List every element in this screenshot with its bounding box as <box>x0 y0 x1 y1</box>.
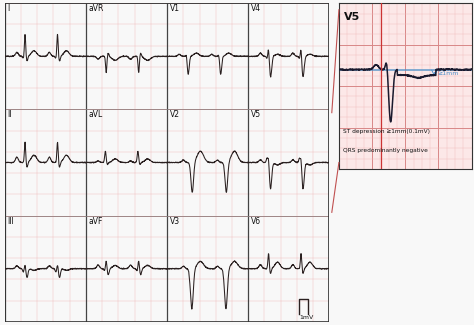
Text: ≥1mm: ≥1mm <box>437 72 458 76</box>
Text: V1: V1 <box>170 4 180 13</box>
Text: aVR: aVR <box>89 4 104 13</box>
Text: ST depression ≥1mm(0.1mV): ST depression ≥1mm(0.1mV) <box>343 128 430 134</box>
Text: V2: V2 <box>170 111 180 119</box>
Text: aVL: aVL <box>89 111 103 119</box>
Text: V6: V6 <box>251 216 261 226</box>
Text: aVF: aVF <box>89 216 103 226</box>
Text: V5: V5 <box>251 111 261 119</box>
Text: 1mV: 1mV <box>299 315 313 320</box>
Text: V4: V4 <box>251 4 261 13</box>
Text: II: II <box>7 111 12 119</box>
Text: QRS predominantly negative: QRS predominantly negative <box>343 149 428 153</box>
Text: V5: V5 <box>344 12 360 22</box>
Text: V3: V3 <box>170 216 180 226</box>
Text: I: I <box>7 4 9 13</box>
Text: III: III <box>7 216 14 226</box>
